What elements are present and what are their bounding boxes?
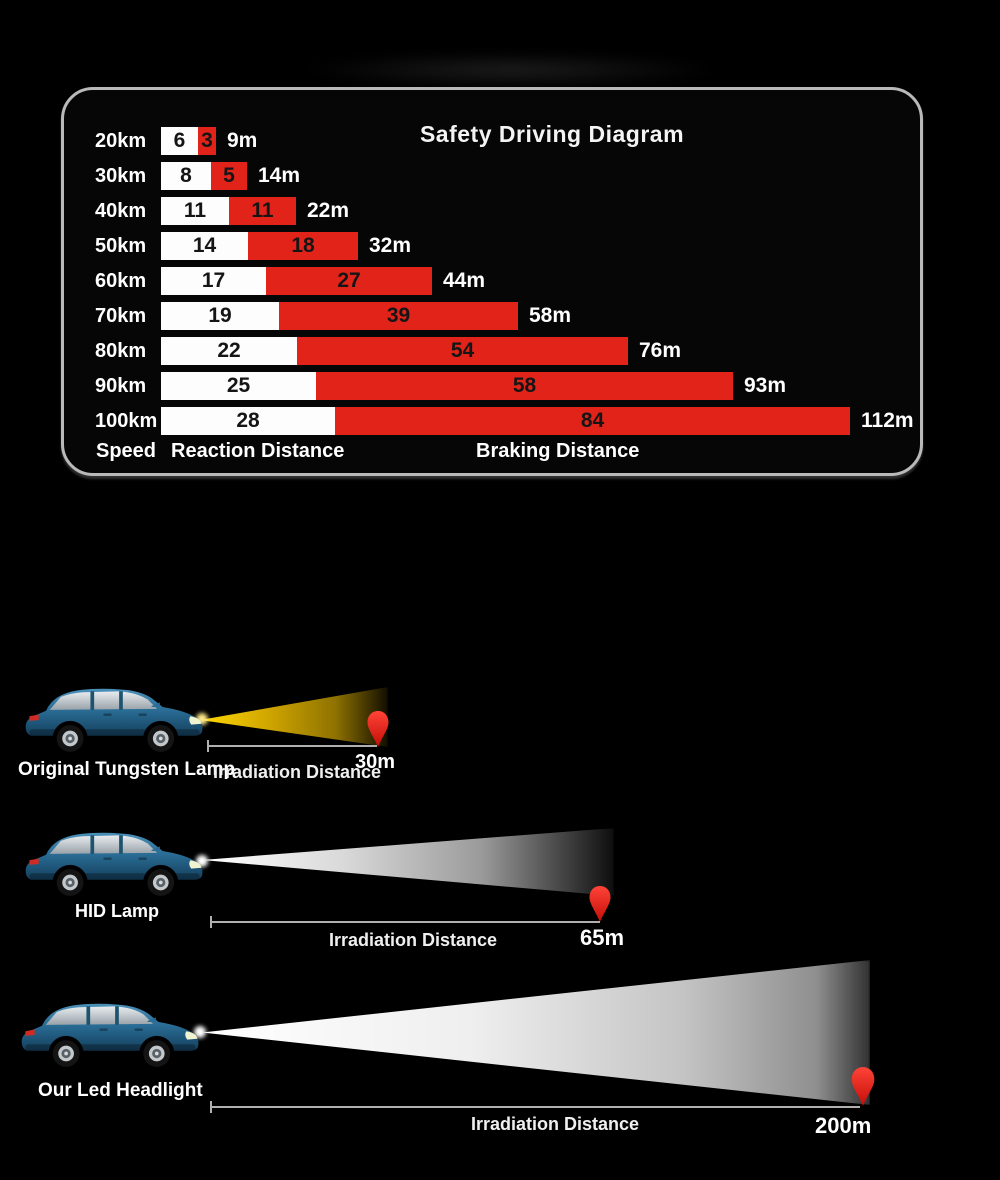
reaction-distance-bar: 8: [161, 162, 211, 190]
braking-distance-bar: 18: [248, 232, 358, 260]
braking-distance-bar: 54: [297, 337, 628, 365]
chart-row: 70km 19 39 58m: [95, 302, 914, 330]
total-distance-label: 22m: [307, 199, 350, 222]
chart-row: 100km 28 84 112m: [95, 407, 914, 435]
speed-label: 40km: [95, 199, 147, 222]
total-distance-label: 44m: [443, 269, 486, 292]
irradiation-distance-value: 65m: [580, 925, 625, 950]
braking-distance-bar: 11: [229, 197, 296, 225]
legend-braking-distance: Braking Distance: [476, 440, 640, 462]
reaction-distance-bar: 25: [161, 372, 316, 400]
speed-label: 90km: [95, 374, 147, 397]
total-distance-label: 9m: [227, 129, 258, 152]
total-distance-label: 76m: [639, 339, 682, 362]
reaction-distance-bar: 28: [161, 407, 335, 435]
reaction-distance-bar: 19: [161, 302, 279, 330]
led-beam: [202, 960, 870, 1105]
chart-row: 20km 6 3 9m: [95, 127, 914, 155]
chart-legend: Speed Reaction Distance Braking Distance: [64, 440, 920, 466]
speed-label: 50km: [95, 234, 147, 257]
background-smudge: [300, 52, 720, 88]
chart-row: 40km 11 11 22m: [95, 197, 914, 225]
braking-distance-bar: 3: [198, 127, 216, 155]
distance-pin-icon: [589, 885, 611, 923]
braking-distance-bar: 39: [279, 302, 518, 330]
total-distance-label: 58m: [529, 304, 572, 327]
irradiation-distance-label: Irradiation Distance: [213, 762, 382, 782]
measure-line-tungsten: [207, 740, 377, 752]
reaction-distance-bar: 14: [161, 232, 248, 260]
speed-label: 100km: [95, 409, 158, 432]
hid-beam: [202, 828, 614, 896]
tungsten-beam: [200, 687, 388, 747]
total-distance-label: 14m: [258, 164, 301, 187]
reaction-distance-bar: 22: [161, 337, 297, 365]
safety-driving-panel: Safety Driving Diagram 20km 6 3 9m 30km 8 5 14m…: [61, 87, 923, 476]
chart-row: 30km 8 5 14m: [95, 162, 914, 190]
distance-pin-icon: [367, 710, 389, 748]
braking-distance-bar: 58: [316, 372, 733, 400]
stopping-distance-chart: 20km 6 3 9m 30km 8 5 14m 40km 11 11 22m 50km 14 18 32m 6…: [95, 127, 914, 442]
measure-line-led: [210, 1101, 860, 1113]
car-illustration-hid: [22, 826, 207, 902]
total-distance-label: 32m: [369, 234, 412, 257]
speed-label: 30km: [95, 164, 147, 187]
braking-distance-bar: 5: [211, 162, 247, 190]
car-illustration-tungsten: [22, 682, 207, 758]
chart-row: 90km 25 58 93m: [95, 372, 914, 400]
irradiation-distance-label: Irradiation Distance: [329, 930, 498, 950]
irradiation-distance-value: 200m: [815, 1113, 872, 1138]
legend-reaction-distance: Reaction Distance: [171, 440, 345, 462]
speed-label: 80km: [95, 339, 147, 362]
total-distance-label: 112m: [861, 409, 914, 432]
total-distance-label: 93m: [744, 374, 787, 397]
reaction-distance-bar: 17: [161, 267, 266, 295]
lamp-label-tungsten: Original Tungsten Lamp: [18, 759, 236, 780]
braking-distance-bar: 27: [266, 267, 432, 295]
legend-speed: Speed: [96, 440, 157, 462]
headlight-glow-icon: [194, 1026, 206, 1038]
reaction-distance-bar: 6: [161, 127, 198, 155]
chart-row: 60km 17 27 44m: [95, 267, 914, 295]
chart-row: 80km 22 54 76m: [95, 337, 914, 365]
reaction-distance-bar: 11: [161, 197, 229, 225]
lamp-label-hid: HID Lamp: [75, 901, 160, 921]
speed-label: 70km: [95, 304, 147, 327]
car-illustration-led: [18, 997, 203, 1073]
lamp-label-led: Our Led Headlight: [38, 1080, 203, 1101]
distance-pin-icon: [851, 1066, 875, 1107]
chart-row: 50km 14 18 32m: [95, 232, 914, 260]
braking-distance-bar: 84: [335, 407, 850, 435]
measure-line-hid: [210, 916, 600, 928]
irradiation-distance-label: Irradiation Distance: [471, 1114, 640, 1134]
speed-label: 60km: [95, 269, 147, 292]
speed-label: 20km: [95, 129, 147, 152]
irradiation-distance-value: 30m: [355, 751, 396, 773]
panel-title: Safety Driving Diagram: [419, 121, 685, 147]
